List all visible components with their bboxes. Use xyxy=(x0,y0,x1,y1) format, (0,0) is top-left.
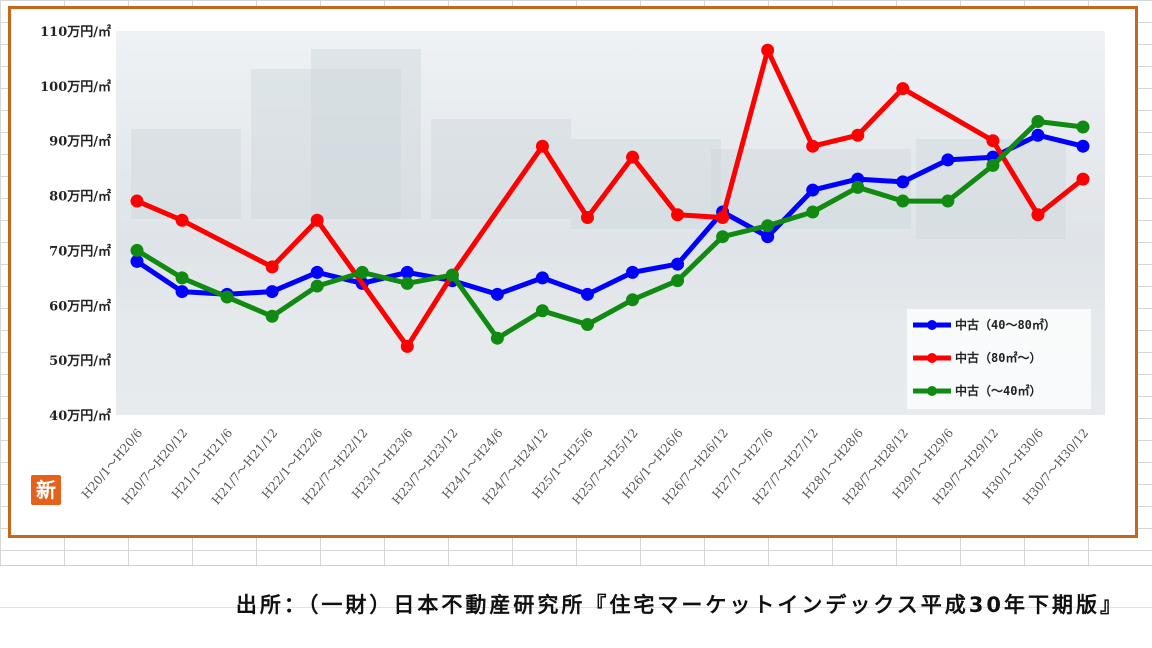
legend-label: 中古（80㎡～） xyxy=(955,350,1041,365)
legend-label: 中古（～40㎡） xyxy=(955,383,1041,398)
data-point xyxy=(175,213,189,227)
data-point xyxy=(986,134,1000,148)
data-point xyxy=(535,271,549,285)
data-point xyxy=(671,274,685,288)
data-point xyxy=(896,194,910,208)
data-point xyxy=(1076,172,1090,186)
data-point xyxy=(310,213,324,227)
data-point xyxy=(671,257,685,271)
y-tick-label: 40万円/㎡ xyxy=(49,408,111,424)
data-point xyxy=(580,211,594,225)
y-tick-label: 70万円/㎡ xyxy=(49,243,111,259)
data-point xyxy=(175,271,189,285)
data-point xyxy=(490,331,504,345)
series-line-3 xyxy=(135,119,1084,341)
data-point xyxy=(716,211,730,225)
data-point xyxy=(986,158,1000,172)
data-point xyxy=(761,230,775,244)
y-tick-label: 50万円/㎡ xyxy=(49,353,111,369)
data-point xyxy=(400,339,414,353)
source-note: 出所：（一財）日本不動産研究所『住宅マーケットインデックス平成30年下期版』 xyxy=(235,593,1124,617)
data-point xyxy=(490,287,504,301)
data-point xyxy=(806,139,820,153)
divider xyxy=(0,607,1152,608)
y-tick-label: 110万円/㎡ xyxy=(40,24,111,40)
data-point xyxy=(761,43,775,57)
data-point xyxy=(1031,115,1045,129)
data-point xyxy=(851,128,865,142)
y-tick-label: 90万円/㎡ xyxy=(49,134,111,150)
data-point xyxy=(806,183,820,197)
data-point xyxy=(580,287,594,301)
data-point xyxy=(355,265,369,279)
data-point xyxy=(1031,208,1045,222)
series-line-1 xyxy=(135,132,1084,297)
data-point xyxy=(851,180,865,194)
data-point xyxy=(941,153,955,167)
line-chart: 40万円/㎡ 50万円/㎡ 60万円/㎡ 70万円/㎡ 80万円/㎡ 90万円/㎡ 100万… xyxy=(40,24,1105,507)
y-tick-label: 100万円/㎡ xyxy=(40,79,111,95)
data-point xyxy=(896,175,910,189)
data-point xyxy=(400,276,414,290)
data-point xyxy=(310,265,324,279)
data-point xyxy=(130,194,144,208)
legend-marker xyxy=(927,386,937,396)
data-point xyxy=(761,219,775,233)
data-point xyxy=(175,285,189,299)
legend-label: 中古（40～80㎡） xyxy=(955,317,1056,332)
divider xyxy=(0,565,1152,566)
data-point xyxy=(896,82,910,96)
chart-frame: 40万円/㎡ 50万円/㎡ 60万円/㎡ 70万円/㎡ 80万円/㎡ 90万円/㎡ 100万… xyxy=(8,6,1138,538)
data-point xyxy=(671,208,685,222)
data-point xyxy=(1031,128,1045,142)
data-point xyxy=(806,205,820,219)
data-point xyxy=(130,254,144,268)
data-point xyxy=(265,260,279,274)
background-building xyxy=(251,69,401,219)
series-line-2 xyxy=(136,47,1085,349)
y-tick-label: 80万円/㎡ xyxy=(49,189,111,205)
data-point xyxy=(1076,120,1090,134)
data-point xyxy=(445,268,459,282)
data-point xyxy=(580,317,594,331)
data-point xyxy=(130,243,144,257)
data-point xyxy=(716,230,730,244)
data-point xyxy=(265,285,279,299)
data-point xyxy=(626,265,640,279)
data-point xyxy=(535,304,549,318)
data-point xyxy=(626,150,640,164)
data-point xyxy=(941,194,955,208)
logo-badge: 新 xyxy=(31,475,61,505)
data-point xyxy=(400,265,414,279)
data-point xyxy=(535,139,549,153)
data-point xyxy=(265,309,279,323)
caption-band: 出所：（一財）日本不動産研究所『住宅マーケットインデックス平成30年下期版』 xyxy=(0,565,1152,648)
legend-marker xyxy=(927,353,937,363)
data-point xyxy=(626,293,640,307)
legend-marker xyxy=(927,320,937,330)
data-point xyxy=(310,279,324,293)
data-point xyxy=(1076,139,1090,153)
data-point xyxy=(220,290,234,304)
y-tick-label: 60万円/㎡ xyxy=(49,298,111,314)
background-building xyxy=(311,49,421,219)
